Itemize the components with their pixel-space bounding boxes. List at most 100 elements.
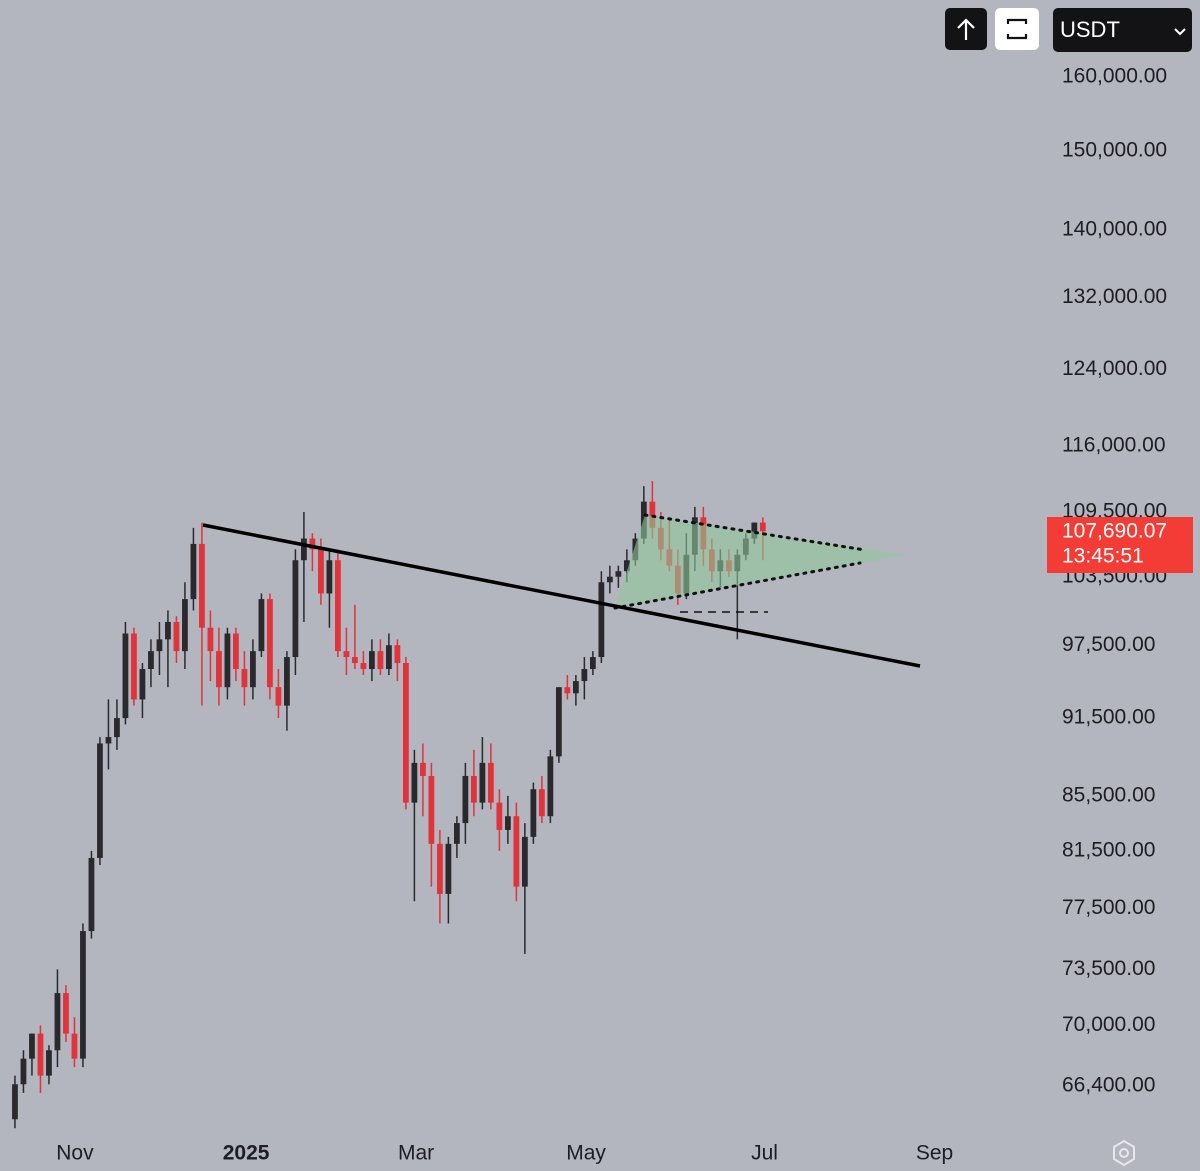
candle-body [496,802,503,830]
candle-body [555,687,562,757]
currency-label: USDT [1060,17,1120,42]
x-tick-label: 2025 [223,1142,270,1165]
candle-body [589,657,596,670]
price-badge-bg [1047,517,1193,573]
y-tick-label: 97,500.00 [1062,633,1155,656]
candle-body [360,663,367,670]
candle-body [343,651,350,658]
candle-body [207,627,214,652]
candle-body [20,1058,27,1085]
candle-body [530,789,537,837]
swap-button[interactable] [995,8,1039,50]
candle-body [547,756,554,817]
triangle-upper [643,513,867,552]
candle-body [71,1033,78,1059]
candle-body [190,543,197,600]
candle-body [258,599,265,652]
currency-select[interactable] [1053,8,1192,52]
candle-body [97,743,103,858]
candle-body [470,775,477,803]
y-tick-label: 85,500.00 [1062,783,1155,806]
candle-body [216,651,222,688]
candle-body [623,560,630,572]
x-tick-label: Nov [56,1142,94,1165]
swap-icon [1006,18,1028,40]
candle-body [352,657,358,664]
candle-body [105,737,112,744]
candle-body [572,681,579,694]
y-tick-label: 81,500.00 [1062,838,1155,861]
candle-body [88,857,95,932]
candle-body [46,1050,52,1076]
y-tick-label: 140,000.00 [1062,218,1167,241]
y-tick-label: 73,500.00 [1062,957,1155,980]
y-tick-label: 132,000.00 [1062,285,1167,308]
candle-body [538,789,545,817]
candle-body [437,843,443,894]
candle-body [80,931,86,1059]
x-tick-label: Mar [398,1142,434,1165]
candle-body [182,599,188,652]
y-tick-label: 91,500.00 [1062,706,1155,729]
candle-body [173,621,180,652]
candle-body [564,687,571,694]
candle-body [377,651,384,670]
x-tick-label: Jul [751,1142,778,1165]
candle-body [275,687,282,706]
candle-body [156,639,163,652]
candle-body [199,543,205,628]
candle-body [318,549,324,594]
drawings [202,513,921,668]
candle-body [606,576,613,583]
candle-body [411,762,418,803]
triangle-lower [613,561,862,610]
candle-body [284,657,290,706]
triangle-fill [615,515,905,608]
candle-body [292,560,299,658]
y-tick-label: 124,000.00 [1062,357,1167,380]
candle-body [241,669,248,688]
y-tick-label: 66,400.00 [1062,1074,1155,1097]
settings-icon-dot [1119,1148,1129,1158]
y-tick-label: 150,000.00 [1062,139,1167,162]
candle-body [403,663,409,803]
candle-body [386,645,392,670]
candle-body [369,651,375,670]
settings-icon[interactable] [1113,1139,1135,1167]
y-tick-label: 160,000.00 [1062,65,1167,88]
y-tick-label: 116,000.00 [1062,433,1166,456]
candle-body [513,816,520,887]
y-tick-label: 70,000.00 [1062,1013,1155,1036]
candle-body [267,599,273,688]
toolbar: USDT [945,8,1192,52]
candle-body [445,843,452,894]
candle-body [250,651,256,688]
price-badge: 107,690.07 13:45:51 [1047,517,1193,573]
candle-body [301,538,307,561]
candle-body [759,522,766,532]
candle-body [420,762,426,776]
candle-body [479,762,486,803]
x-tick-label: Sep [916,1142,953,1165]
candle-body [139,669,146,700]
candle-body [615,571,622,577]
candle-body [504,816,511,830]
y-tick-label: 77,500.00 [1062,896,1155,919]
candle-body [335,560,341,652]
chevron [1174,28,1186,36]
y-tick-label: 109,500.00 [1062,500,1167,523]
candle-body [114,718,120,738]
candle-body [29,1033,35,1059]
candle-body [487,762,494,803]
candle-body [148,651,154,670]
candle-body [37,1033,44,1076]
trendline [202,523,921,668]
candle-body [394,645,401,664]
candle-body [581,669,588,682]
candle-body [131,633,137,700]
candle-body [165,621,171,640]
candle-body [521,836,528,887]
candle-body [454,823,460,844]
